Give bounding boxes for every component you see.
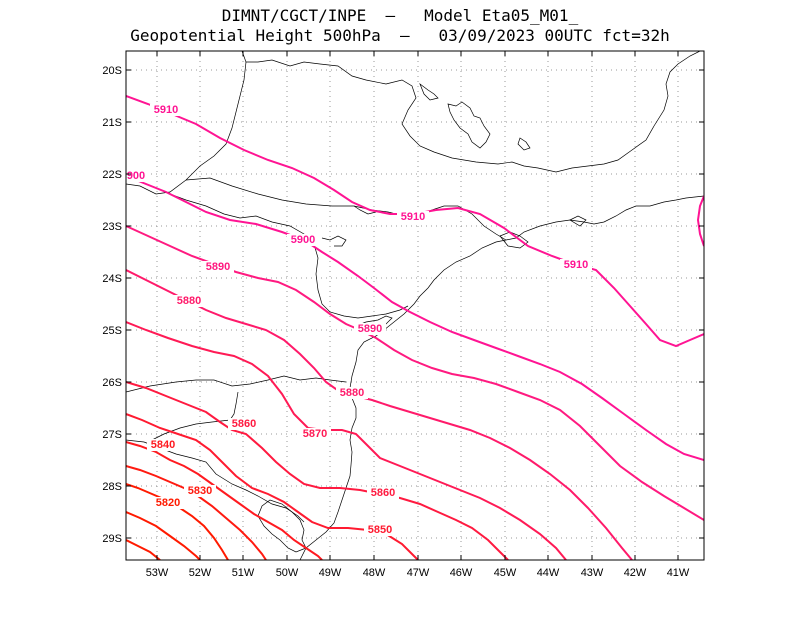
- contour-label: 5830: [188, 485, 212, 497]
- contour-label-bg: [147, 439, 179, 451]
- contour-label: 5850: [368, 524, 392, 536]
- contour-label: 5860: [371, 487, 395, 499]
- map-frame: [125, 50, 705, 561]
- contour-label: 5890: [206, 261, 230, 273]
- contour-label-bg: [152, 497, 184, 509]
- geopotential-contours: [126, 95, 704, 560]
- contour-label-bg: [202, 261, 234, 273]
- contour-label-bg: [287, 234, 319, 246]
- state-border-west: [126, 61, 247, 195]
- axis-ticks: [126, 51, 704, 560]
- contour-5870: [126, 321, 567, 560]
- contour-5880: [126, 269, 633, 560]
- contour-5800: [126, 539, 161, 560]
- lat-label: 25S: [102, 325, 122, 337]
- contour-5910-east: [696, 195, 704, 247]
- latitude-labels: 20S 21S 22S 23S 24S 25S 26S 27S 28S 29S: [102, 65, 122, 545]
- lat-label: 27S: [102, 429, 122, 441]
- contour-label-bg: [354, 323, 386, 335]
- lake-furnas: [447, 101, 491, 149]
- contour-label-bg: [364, 524, 396, 536]
- lon-label: 42W: [624, 567, 647, 579]
- lat-label: 28S: [102, 481, 122, 493]
- river-parana: [321, 235, 347, 247]
- lat-label: 22S: [102, 169, 122, 181]
- contour-label: 5880: [177, 295, 201, 307]
- ilha-grande: [569, 215, 587, 227]
- contour-label-bg: [123, 170, 149, 182]
- map-title-line-2: Geopotential Height 500hPa – 03/09/2023 …: [130, 26, 670, 45]
- contour-5810: [126, 511, 201, 560]
- contour-label-bg: [336, 387, 368, 399]
- coastline: [299, 195, 704, 560]
- lon-label: 43W: [581, 567, 604, 579]
- longitude-labels: 53W 52W 51W 50W 49W 48W 47W 46W 45W 44W 43W 42W 41W: [146, 567, 690, 579]
- contour-label: 5840: [151, 439, 175, 451]
- contour-5860: [126, 381, 509, 560]
- lat-label: 20S: [102, 65, 122, 77]
- reservoir-small: [419, 82, 439, 101]
- contour-5820: [126, 483, 229, 560]
- reservoir-east: [517, 137, 531, 151]
- contour-label-bg: [173, 295, 205, 307]
- lon-label: 48W: [363, 567, 386, 579]
- contour-label: 5910: [401, 211, 425, 223]
- lat-label: 23S: [102, 221, 122, 233]
- contour-label-bg: [560, 259, 592, 271]
- lagoon-outline: [257, 499, 307, 553]
- lon-label: 47W: [407, 567, 430, 579]
- lat-label: 21S: [102, 117, 122, 129]
- river-tiete: [353, 205, 377, 215]
- contour-labels: 5910 5910 5910 900 5900 5890 5890 5880 5880 5870 5…: [123, 104, 592, 536]
- contour-label: 5880: [340, 387, 364, 399]
- lon-label: 45W: [494, 567, 517, 579]
- state-border-north: [241, 51, 701, 173]
- contour-label: 5910: [564, 259, 588, 271]
- contour-label: 900: [127, 170, 145, 182]
- contour-label: 5910: [154, 104, 178, 116]
- lon-label: 46W: [450, 567, 473, 579]
- contour-label: 5870: [303, 428, 327, 440]
- lat-label: 29S: [102, 533, 122, 545]
- contour-5910-north: [126, 95, 704, 348]
- lon-label: 50W: [276, 567, 299, 579]
- contour-5840: [126, 441, 323, 560]
- contour-label-bg: [150, 104, 182, 116]
- contour-5900: [126, 175, 704, 461]
- contour-label: 5860: [232, 418, 256, 430]
- lat-label: 26S: [102, 377, 122, 389]
- contour-label-bg: [367, 487, 399, 499]
- contour-label-bg: [184, 485, 216, 497]
- lon-label: 53W: [146, 567, 169, 579]
- state-border-sp-mg: [185, 177, 507, 241]
- contour-5830: [126, 465, 267, 560]
- contour-label-bg: [299, 428, 331, 440]
- contour-label: 5890: [358, 323, 382, 335]
- contour-label: 5900: [291, 234, 315, 246]
- lon-label: 49W: [319, 567, 342, 579]
- lon-label: 52W: [189, 567, 212, 579]
- state-border-sp-pr: [169, 193, 409, 319]
- lon-label: 41W: [667, 567, 690, 579]
- lat-label: 24S: [102, 273, 122, 285]
- state-border-pr-sc: [126, 375, 347, 393]
- map-title-line-1: DIMNT/CGCT/INPE – Model Eta05_M01_: [221, 6, 579, 25]
- lon-label: 44W: [537, 567, 560, 579]
- contour-label-bg: [228, 418, 260, 430]
- lon-label: 51W: [232, 567, 255, 579]
- contour-label: 5820: [156, 497, 180, 509]
- contour-label-bg: [397, 211, 429, 223]
